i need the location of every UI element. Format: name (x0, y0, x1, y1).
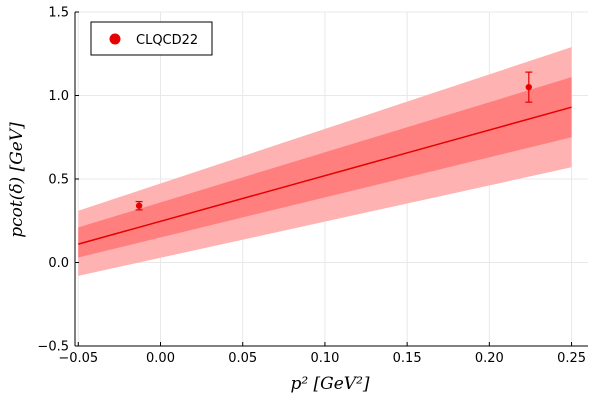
y-tick-label: 1.0 (48, 89, 69, 104)
legend-marker-clqcd22 (109, 33, 121, 45)
x-tick-label: 0.25 (557, 351, 586, 366)
fit-line-group (78, 106, 572, 245)
x-tick-label: 0.10 (310, 351, 339, 366)
inner-band (78, 77, 572, 258)
confidence-bands (78, 47, 572, 276)
x-tick-label: 0.20 (475, 351, 504, 366)
y-tick-labels: −0.5 0.0 0.5 1.0 1.5 (37, 6, 69, 355)
y-tick-label: 0.0 (48, 256, 69, 271)
x-tick-label: 0.05 (228, 351, 257, 366)
axes (74, 11, 588, 347)
x-tick-labels: −0.05 0.00 0.05 0.10 0.15 0.20 0.25 (58, 351, 586, 366)
y-axis-title: pcot(δ) [GeV] (7, 122, 27, 238)
data-points (135, 71, 533, 211)
legend: CLQCD22 (90, 21, 213, 56)
x-tick-label: −0.05 (58, 351, 98, 366)
legend-label-clqcd22: CLQCD22 (136, 33, 198, 48)
fit-line (78, 106, 572, 245)
x-tick-label: 0.15 (393, 351, 422, 366)
data-point (135, 202, 143, 209)
y-tick-label: −0.5 (37, 340, 69, 355)
y-tick-label: 1.5 (48, 6, 69, 21)
x-tick-label: 0.00 (146, 351, 175, 366)
x-axis-title: p² [GeV²] (290, 374, 369, 394)
y-tick-label: 0.5 (48, 173, 69, 188)
data-point (525, 83, 533, 91)
